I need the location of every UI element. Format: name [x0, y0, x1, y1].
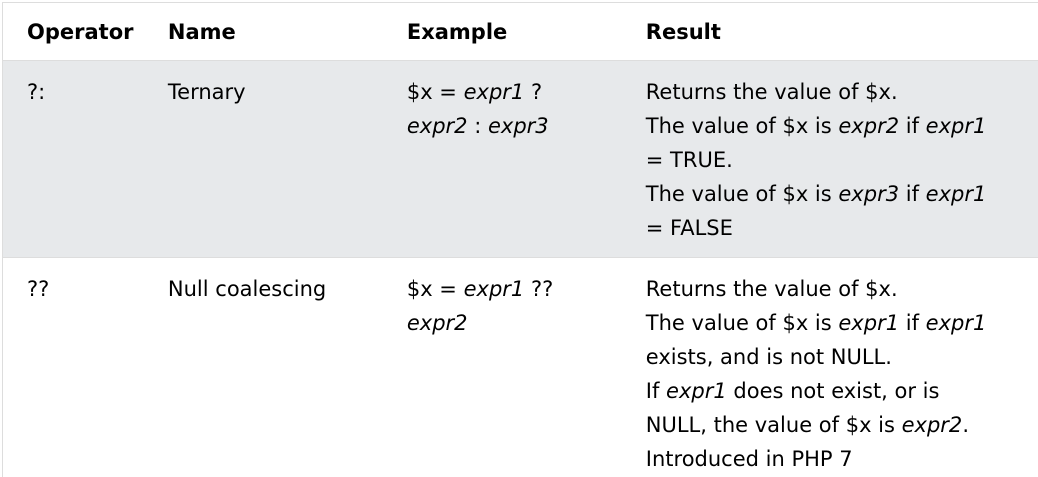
table-row-null-coalescing: ?? Null coalescing $x = expr1 ?? expr2 R… [2, 257, 1038, 477]
result-text: The value of $x is [645, 311, 839, 335]
result-text: does not exist, or is NULL, the value of… [645, 379, 940, 437]
example-expr: expr1 [463, 277, 525, 301]
result-text: . [962, 413, 969, 437]
result-text: The value of $x is [645, 182, 839, 206]
example-text: : [467, 114, 488, 138]
header-name: Name [167, 2, 407, 61]
result-text: exists, and is not NULL. [645, 345, 892, 369]
cell-example: $x = expr1 ? expr2 : expr3 [406, 60, 646, 258]
example-text: $x = [406, 277, 464, 301]
result-expr: expr3 [838, 182, 900, 206]
result-line: The value of $x is expr3 if expr1 = FALS… [646, 177, 1038, 245]
cell-name: Ternary [167, 60, 407, 258]
header-result: Result [645, 2, 1038, 61]
header-operator: Operator [2, 2, 168, 61]
result-expr: expr1 [925, 311, 987, 335]
result-line: The value of $x is expr2 if expr1 = TRUE… [646, 109, 1038, 177]
result-text: = FALSE [645, 216, 733, 240]
cell-result: Returns the value of $x. The value of $x… [645, 60, 1038, 258]
result-line: Returns the value of $x. [645, 80, 898, 104]
result-text: if [899, 182, 926, 206]
cell-example: $x = expr1 ?? expr2 [406, 257, 646, 477]
example-text: ? [530, 80, 543, 104]
result-text: if [899, 114, 926, 138]
example-expr: expr3 [487, 114, 549, 138]
result-text: = TRUE. [645, 148, 733, 172]
result-line: Returns the value of $x. [645, 277, 898, 301]
cell-result: Returns the value of $x. The value of $x… [645, 257, 1038, 477]
example-expr: expr2 [406, 114, 468, 138]
result-text: The value of $x is [645, 114, 839, 138]
table-header-row: Operator Name Example Result [2, 2, 1038, 61]
table-row-ternary: ?: Ternary $x = expr1 ? expr2 : expr3 Re… [2, 60, 1038, 258]
result-expr: expr2 [901, 413, 963, 437]
result-line: If expr1 does not exist, or is NULL, the… [646, 374, 1038, 442]
result-line: Introduced in PHP 7 [645, 447, 853, 471]
example-expr: expr1 [463, 80, 525, 104]
cell-operator: ?? [2, 257, 168, 477]
result-expr: expr1 [838, 311, 900, 335]
example-text: $x = [406, 80, 464, 104]
cell-name: Null coalescing [167, 257, 407, 477]
result-text: if [899, 311, 926, 335]
result-text: If [645, 379, 667, 403]
cell-operator: ?: [2, 60, 168, 258]
result-expr: expr2 [838, 114, 900, 138]
example-text: ?? [530, 277, 554, 301]
example-expr: expr2 [406, 311, 468, 335]
result-expr: expr1 [925, 114, 987, 138]
result-expr: expr1 [666, 379, 727, 403]
header-example: Example [406, 2, 646, 61]
result-expr: expr1 [925, 182, 987, 206]
result-line: The value of $x is expr1 if expr1 exists… [646, 306, 1038, 374]
